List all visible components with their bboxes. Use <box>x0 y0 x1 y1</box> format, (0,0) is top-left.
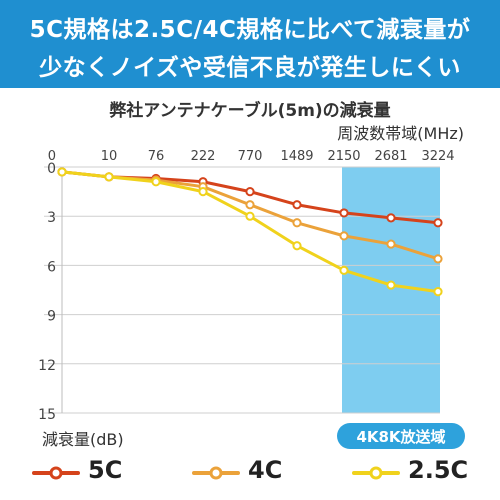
x-tick-label: 222 <box>191 149 216 164</box>
y-axis-title: 減衰量(dB) <box>42 430 124 449</box>
data-point-2.5C <box>57 167 67 177</box>
legend-swatch <box>32 466 80 480</box>
y-tick-label: 12 <box>38 358 56 374</box>
y-tick-label: 9 <box>47 309 56 325</box>
x-axis-title: 周波数帯域(MHz) <box>337 124 464 143</box>
band-label: 4K8K放送域 <box>356 428 445 446</box>
data-point-4C <box>292 218 302 228</box>
chart-title: 弊社アンテナケーブル(5m)の減衰量 <box>109 101 391 121</box>
data-point-2.5C <box>339 265 349 275</box>
y-tick-label: 15 <box>38 407 56 423</box>
legend-label: 2.5C <box>408 456 469 484</box>
headline-banner: 5C規格は2.5C/4C規格に比べて減衰量が 少なくノイズや受信不良が発生しにく… <box>0 0 500 88</box>
x-tick-label: 10 <box>101 149 118 164</box>
y-tick-label: 0 <box>47 161 56 177</box>
data-point-4C <box>386 239 396 249</box>
legend-label: 5C <box>88 456 123 484</box>
headline-line-2: 少なくノイズや受信不良が発生しにくい <box>39 55 461 81</box>
data-point-5C <box>433 218 443 228</box>
data-point-5C <box>292 200 302 210</box>
data-point-2.5C <box>104 172 114 182</box>
data-point-2.5C <box>245 211 255 221</box>
x-tick-label: 3224 <box>421 149 454 164</box>
data-point-5C <box>386 213 396 223</box>
y-tick-label: 6 <box>47 259 56 275</box>
data-point-2.5C <box>433 287 443 297</box>
x-tick-label: 76 <box>148 149 165 164</box>
x-tick-label: 0 <box>48 149 56 164</box>
x-tick-label: 2681 <box>374 149 407 164</box>
data-point-4C <box>433 254 443 264</box>
band-label-pill <box>337 423 465 449</box>
chart-legend: 5C 4C 2.5C <box>0 452 500 492</box>
y-tick-label: 3 <box>47 210 56 226</box>
data-point-4C <box>245 200 255 210</box>
x-tick-label: 770 <box>238 149 263 164</box>
legend-swatch <box>192 466 240 480</box>
headline-line-1: 5C規格は2.5C/4C規格に比べて減衰量が <box>29 17 471 43</box>
legend-label: 4C <box>248 456 283 484</box>
data-point-5C <box>339 208 349 218</box>
x-tick-label: 1489 <box>280 149 313 164</box>
x-tick-label: 2150 <box>327 149 360 164</box>
legend-swatch <box>352 466 400 480</box>
data-point-4C <box>339 231 349 241</box>
data-point-5C <box>245 187 255 197</box>
data-point-2.5C <box>292 241 302 251</box>
data-point-2.5C <box>198 187 208 197</box>
data-point-2.5C <box>386 280 396 290</box>
data-point-2.5C <box>151 177 161 187</box>
